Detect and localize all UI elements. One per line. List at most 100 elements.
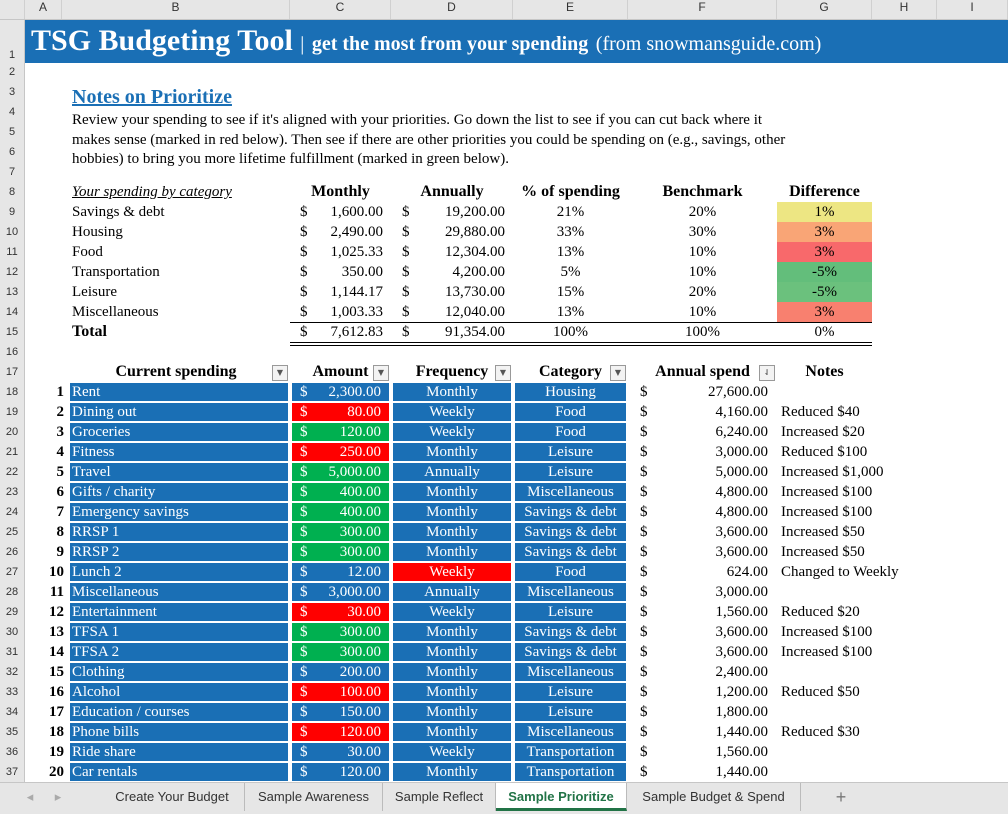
item-amount[interactable]: $30.00	[292, 603, 389, 621]
item-amount[interactable]: $300.00	[292, 623, 389, 641]
item-category[interactable]: Miscellaneous	[515, 483, 626, 501]
row-header[interactable]: 33	[0, 682, 25, 702]
row-header[interactable]: 30	[0, 622, 25, 642]
item-frequency[interactable]: Monthly	[393, 643, 511, 661]
item-frequency[interactable]: Monthly	[393, 763, 511, 781]
item-frequency[interactable]: Weekly	[393, 403, 511, 421]
item-frequency[interactable]: Monthly	[393, 703, 511, 721]
row-header[interactable]: 13	[0, 282, 25, 302]
add-sheet-icon[interactable]: +	[835, 787, 847, 807]
item-frequency[interactable]: Monthly	[393, 523, 511, 541]
item-frequency[interactable]: Monthly	[393, 723, 511, 741]
item-amount[interactable]: $150.00	[292, 703, 389, 721]
item-name[interactable]: Lunch 2	[70, 563, 288, 581]
item-amount[interactable]: $120.00	[292, 763, 389, 781]
filter-dropdown-icon[interactable]: ⇃	[759, 365, 775, 381]
item-category[interactable]: Food	[515, 423, 626, 441]
row-header[interactable]: 5	[0, 122, 25, 142]
item-amount[interactable]: $250.00	[292, 443, 389, 461]
item-amount[interactable]: $2,300.00	[292, 383, 389, 401]
item-name[interactable]: Emergency savings	[70, 503, 288, 521]
filter-dropdown-icon[interactable]: ▼	[610, 365, 626, 381]
sheet-tab[interactable]: Sample Budget & Spend	[627, 783, 801, 811]
item-amount[interactable]: $30.00	[292, 743, 389, 761]
row-header[interactable]: 24	[0, 502, 25, 522]
row-header[interactable]: 4	[0, 102, 25, 122]
row-header[interactable]: 26	[0, 542, 25, 562]
item-frequency[interactable]: Monthly	[393, 543, 511, 561]
row-header[interactable]: 1	[0, 20, 25, 63]
item-frequency[interactable]: Weekly	[393, 423, 511, 441]
item-name[interactable]: Car rentals	[70, 763, 288, 781]
item-frequency[interactable]: Monthly	[393, 663, 511, 681]
item-amount[interactable]: $400.00	[292, 483, 389, 501]
row-header[interactable]: 8	[0, 182, 25, 202]
item-category[interactable]: Leisure	[515, 463, 626, 481]
item-category[interactable]: Food	[515, 563, 626, 581]
item-name[interactable]: Gifts / charity	[70, 483, 288, 501]
item-name[interactable]: Entertainment	[70, 603, 288, 621]
scroll-right-icon[interactable]: ▸	[54, 789, 62, 804]
column-header-I[interactable]: I	[937, 0, 1008, 19]
row-header[interactable]: 16	[0, 342, 25, 362]
item-frequency[interactable]: Monthly	[393, 683, 511, 701]
column-header-G[interactable]: G	[777, 0, 872, 19]
filter-dropdown-icon[interactable]: ▼	[495, 365, 511, 381]
item-name[interactable]: Alcohol	[70, 683, 288, 701]
row-header[interactable]: 37	[0, 762, 25, 782]
row-header[interactable]: 21	[0, 442, 25, 462]
row-header[interactable]: 6	[0, 142, 25, 162]
item-category[interactable]: Miscellaneous	[515, 663, 626, 681]
item-frequency[interactable]: Monthly	[393, 623, 511, 641]
filter-dropdown-icon[interactable]: ▼	[272, 365, 288, 381]
item-category[interactable]: Transportation	[515, 743, 626, 761]
row-header[interactable]: 34	[0, 702, 25, 722]
item-amount[interactable]: $12.00	[292, 563, 389, 581]
item-category[interactable]: Leisure	[515, 683, 626, 701]
item-category[interactable]: Savings & debt	[515, 543, 626, 561]
row-header[interactable]: 31	[0, 642, 25, 662]
column-header-B[interactable]: B	[62, 0, 290, 19]
item-name[interactable]: Travel	[70, 463, 288, 481]
row-header[interactable]: 28	[0, 582, 25, 602]
row-header[interactable]: 17	[0, 362, 25, 382]
sheet-tab[interactable]: Sample Awareness	[245, 783, 383, 811]
item-amount[interactable]: $300.00	[292, 543, 389, 561]
column-header-F[interactable]: F	[628, 0, 777, 19]
item-frequency[interactable]: Annually	[393, 583, 511, 601]
item-name[interactable]: RRSP 1	[70, 523, 288, 541]
item-amount[interactable]: $80.00	[292, 403, 389, 421]
item-amount[interactable]: $3,000.00	[292, 583, 389, 601]
row-header[interactable]: 36	[0, 742, 25, 762]
sheet-tab[interactable]: Sample Reflect	[383, 783, 496, 811]
row-header[interactable]: 11	[0, 242, 25, 262]
item-amount[interactable]: $300.00	[292, 643, 389, 661]
sheet-tab[interactable]: Sample Prioritize	[496, 783, 627, 811]
item-amount[interactable]: $120.00	[292, 723, 389, 741]
select-all-corner[interactable]	[0, 0, 25, 19]
item-name[interactable]: Clothing	[70, 663, 288, 681]
item-frequency[interactable]: Monthly	[393, 443, 511, 461]
item-frequency[interactable]: Weekly	[393, 743, 511, 761]
row-header[interactable]: 18	[0, 382, 25, 402]
item-name[interactable]: Groceries	[70, 423, 288, 441]
column-header-E[interactable]: E	[513, 0, 628, 19]
item-name[interactable]: TFSA 2	[70, 643, 288, 661]
item-name[interactable]: Education / courses	[70, 703, 288, 721]
item-category[interactable]: Transportation	[515, 763, 626, 781]
row-header[interactable]: 22	[0, 462, 25, 482]
item-frequency[interactable]: Monthly	[393, 483, 511, 501]
item-category[interactable]: Leisure	[515, 603, 626, 621]
item-category[interactable]: Savings & debt	[515, 523, 626, 541]
row-header[interactable]: 32	[0, 662, 25, 682]
item-amount[interactable]: $200.00	[292, 663, 389, 681]
item-frequency[interactable]: Weekly	[393, 563, 511, 581]
item-frequency[interactable]: Monthly	[393, 503, 511, 521]
row-header[interactable]: 20	[0, 422, 25, 442]
row-header[interactable]: 2	[0, 63, 25, 82]
column-header-A[interactable]: A	[25, 0, 62, 19]
scroll-left-icon[interactable]: ◂	[26, 789, 34, 804]
column-header-C[interactable]: C	[290, 0, 391, 19]
item-name[interactable]: Miscellaneous	[70, 583, 288, 601]
item-name[interactable]: Ride share	[70, 743, 288, 761]
